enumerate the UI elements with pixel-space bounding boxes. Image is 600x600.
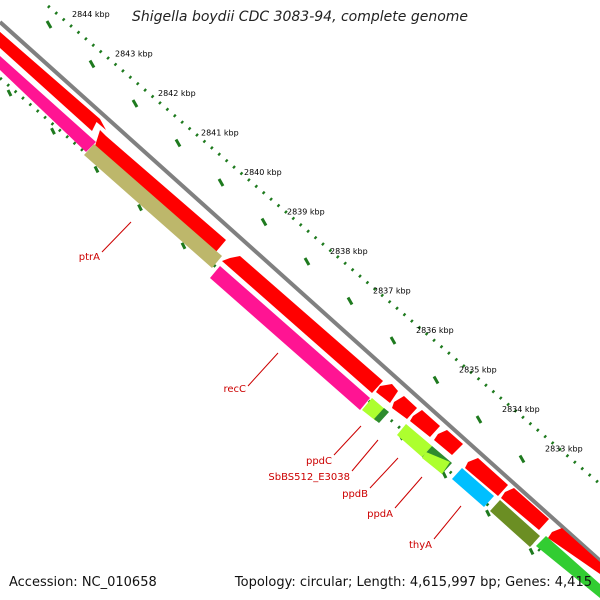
ruler-tick-label: 2835 kbp [459,366,497,375]
cds-arrow[interactable] [222,256,383,393]
inner-ruler-tick [441,471,448,479]
gene-recC[interactable] [210,266,370,410]
ruler-tick-label: 2838 kbp [330,247,368,256]
reverse-strand-features [0,56,600,598]
gene-label-leaders [101,221,462,540]
ruler-tick-label: 2837 kbp [373,287,411,296]
inner-ruler-tick [6,89,13,97]
cds-arrow[interactable] [392,396,417,419]
gene-label-leader [351,439,379,472]
ruler-outer-dots [47,4,600,486]
ruler-tick-label: 2834 kbp [502,405,540,414]
gene-olive[interactable] [490,500,540,547]
gene-label-leader [369,457,399,489]
gene-labels: ptrA recC ppdC SbBS512_E3038 ppdB ppdA thyA [79,252,432,551]
ruler-tick-label: 2842 kbp [158,89,196,98]
ruler-tick [260,217,268,227]
ruler-tick [475,415,483,424]
inner-ruler-tick [93,165,100,174]
ruler-tick-label: 2843 kbp [115,50,153,59]
forward-strand-features [0,32,600,574]
cds-arrow[interactable] [501,488,549,530]
gene-ppdB[interactable] [397,424,432,457]
gene-label[interactable]: ppdA [367,509,393,520]
inner-ruler-tick [485,509,491,517]
cds-arrow[interactable] [410,410,440,437]
ruler-tick [174,138,182,148]
ruler-tick [131,99,139,108]
cds-arrow[interactable] [95,130,226,253]
ruler-tick-label: 2840 kbp [244,168,282,177]
gene-label-leader [433,505,462,540]
cds-arrow[interactable] [465,458,508,496]
ruler-tick [45,20,53,29]
gene-ppdA-end[interactable] [422,452,450,474]
gene-label[interactable]: SbBS512_E3038 [268,472,350,483]
inner-ruler-tick [528,547,535,556]
gene-label-leader [394,476,423,509]
ruler-tick [346,296,354,306]
gene-label-leader [333,425,362,456]
gene-label[interactable]: ppdC [306,456,332,467]
ruler-tick [217,178,225,187]
gene-green[interactable] [536,536,600,598]
ruler-labels: 2844 kbp 2843 kbp 2842 kbp 2841 kbp 2840 kbp… [72,10,583,454]
gene-pink-top[interactable] [0,56,96,152]
ruler-tick-label: 2836 kbp [416,326,454,335]
ruler-tick [432,375,440,385]
inner-ruler-tick [180,242,187,250]
ruler-tick-label: 2841 kbp [201,129,239,138]
accession: Accession: NC_010658 [9,575,157,590]
ruler-tick-label: 2833 kbp [545,445,583,454]
ruler-tick-label: 2839 kbp [287,208,325,217]
genome-summary: Topology: circular; Length: 4,615,997 bp… [234,575,592,590]
ruler-ticks [45,20,526,464]
gene-label[interactable]: thyA [409,540,432,551]
ruler-tick [389,336,397,345]
gene-label-leader [101,221,132,253]
ruler-tick [88,59,96,69]
gene-label-leader [247,352,279,387]
map-title: Shigella boydii CDC 3083-94, complete ge… [131,9,469,25]
genome-backbone [0,20,600,564]
ruler-tick [303,257,311,266]
cds-arrow[interactable] [0,32,98,131]
gene-thyA[interactable] [452,468,494,507]
ruler-tick [518,454,526,464]
gene-ptrA[interactable] [84,144,222,268]
gene-label[interactable]: ptrA [79,252,100,263]
gene-SbBS512_E3038[interactable] [374,408,389,423]
cds-arrow[interactable] [434,430,463,455]
inner-ruler-tick [50,127,56,135]
inner-ruler-tick [137,203,143,212]
gene-label[interactable]: recC [223,384,246,395]
cds-arrow[interactable] [548,528,600,574]
ruler-tick-label: 2844 kbp [72,10,110,19]
gene-label[interactable]: ppdB [342,489,368,500]
cds-arrow[interactable] [376,384,398,403]
